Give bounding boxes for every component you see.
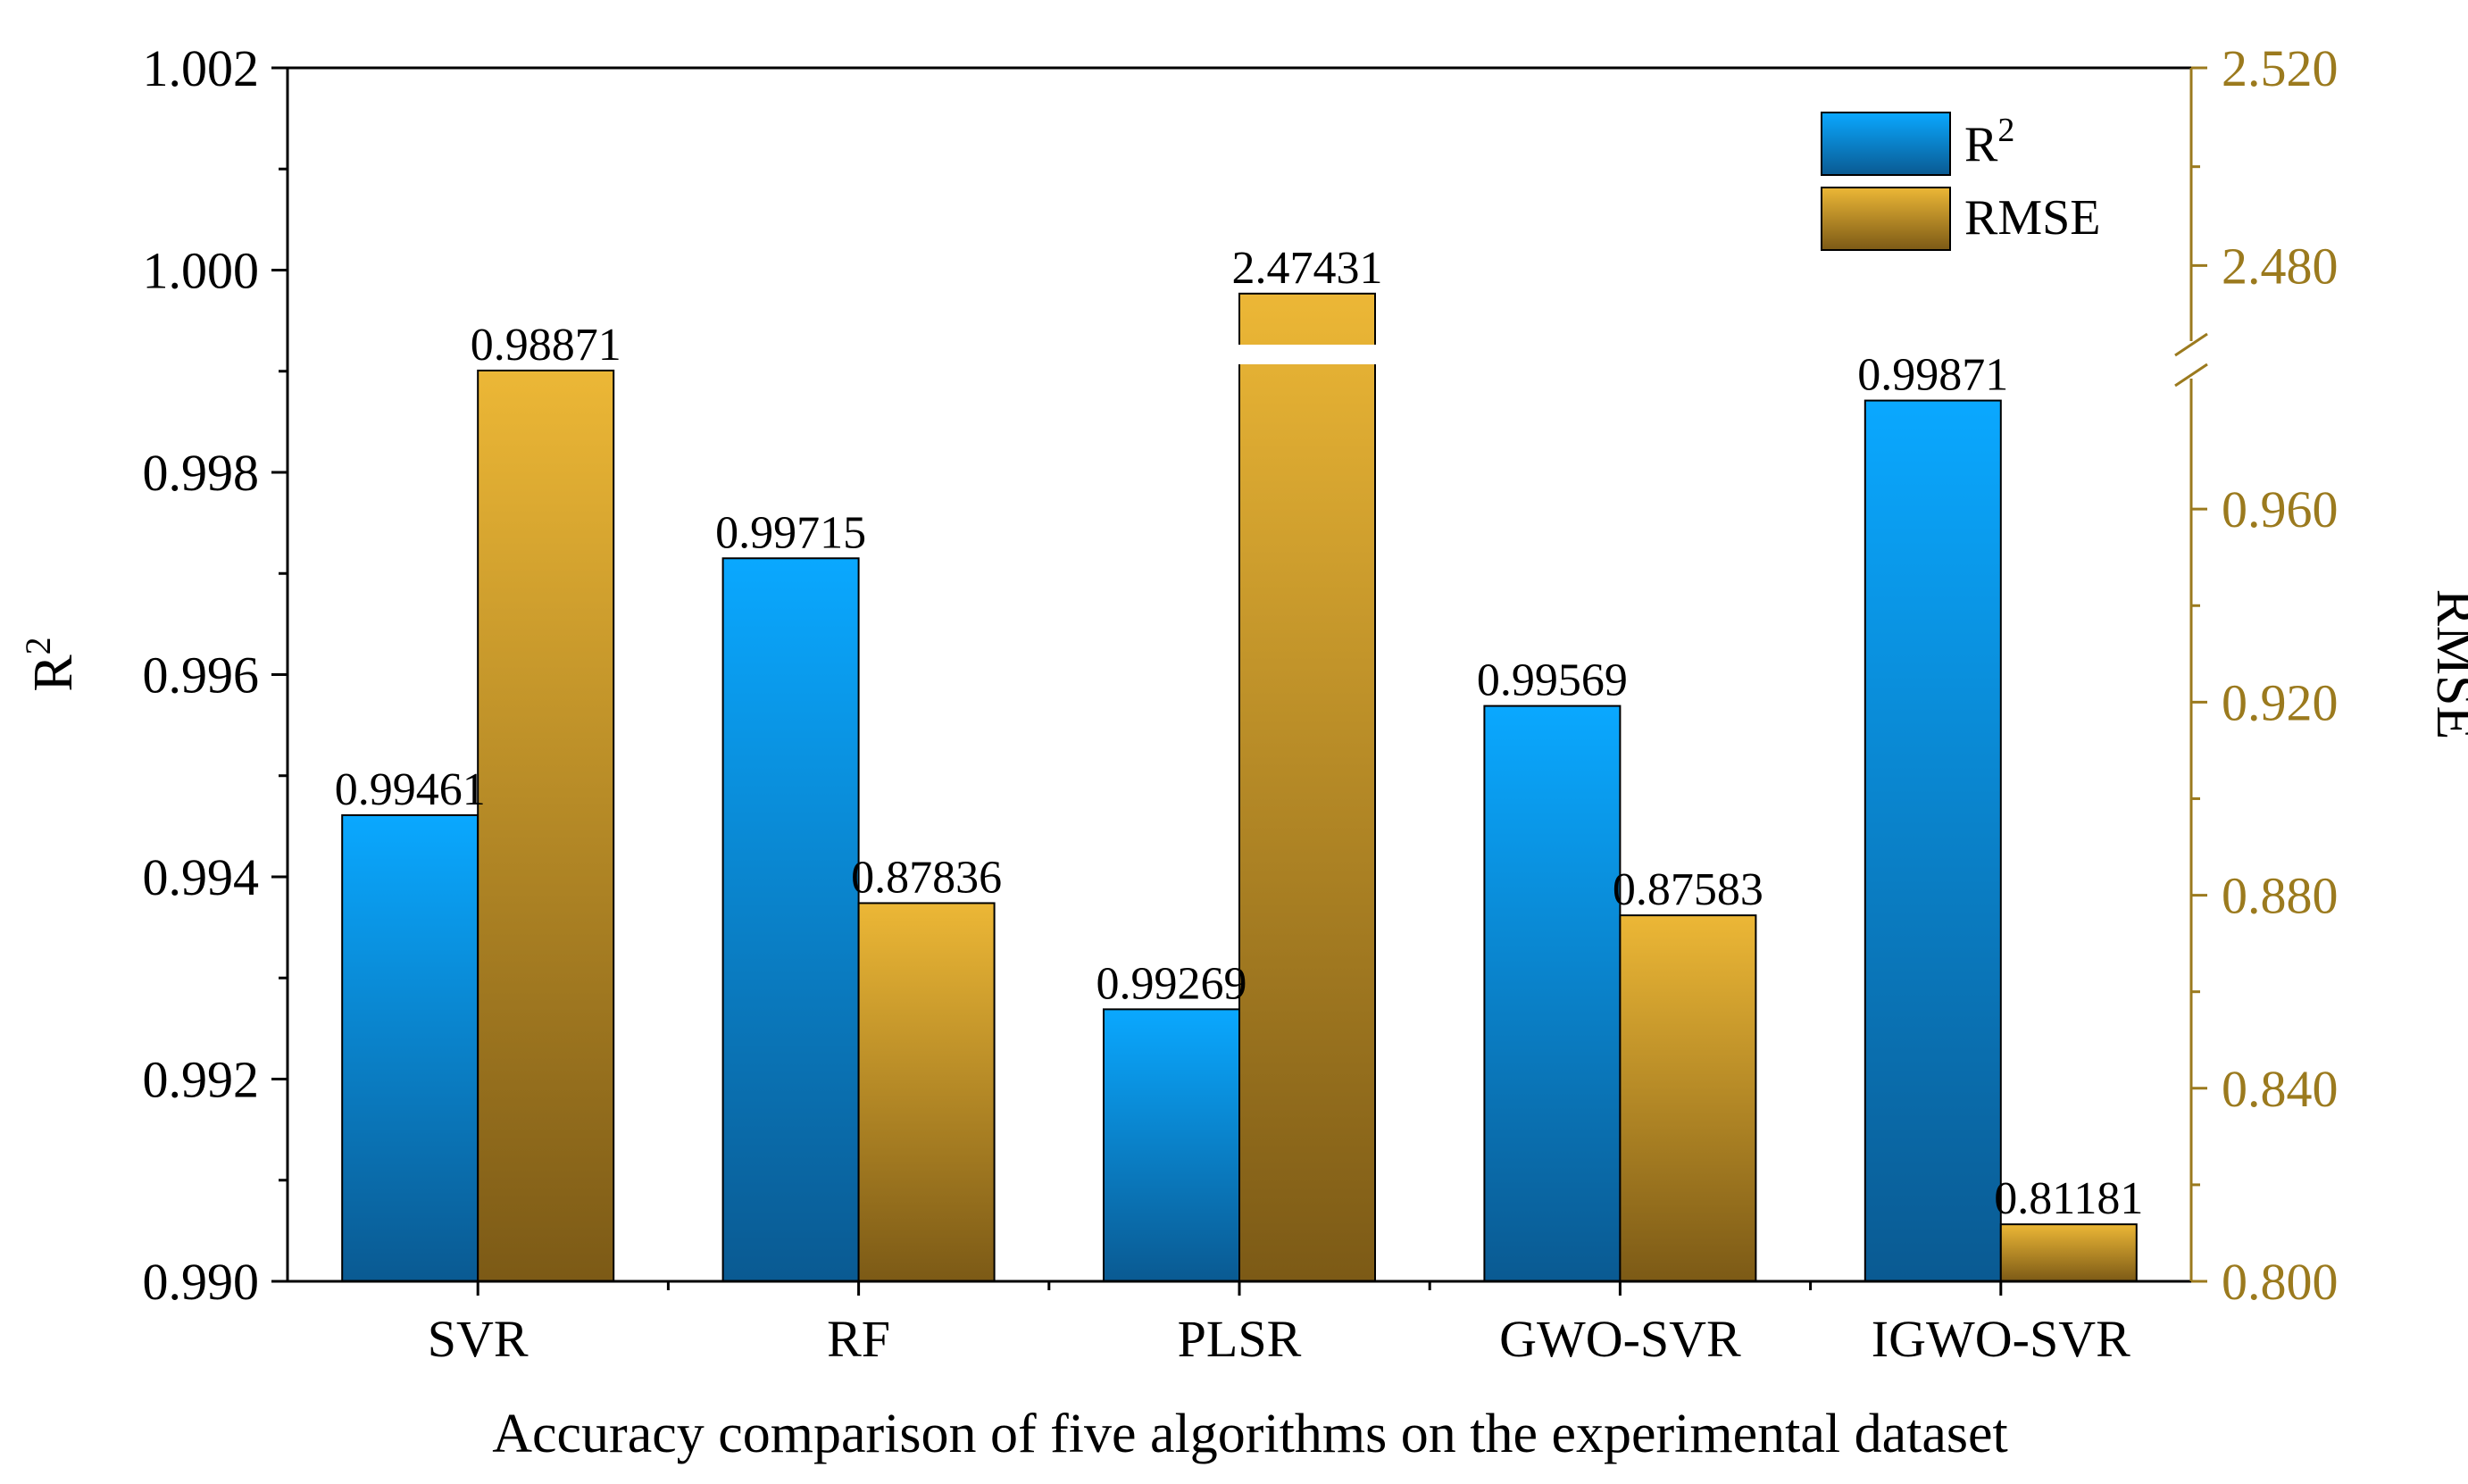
y-left-tick-label: 1.000 (143, 242, 260, 300)
x-tick-label-igwo-svr: IGWO-SVR (1872, 1310, 2130, 1368)
legend-label-rmse: RMSE (1964, 190, 2101, 246)
bar-r2-rf (721, 557, 860, 1282)
bar-r2-gwo-svr (1483, 704, 1622, 1282)
bar-r2-plsr (1103, 1008, 1240, 1283)
x-tick-label-gwo-svr: GWO-SVR (1499, 1310, 1741, 1368)
y-axis-right-title: RMSE (2425, 589, 2468, 740)
bar-rmse-igwo-svr (1999, 1223, 2138, 1282)
bar-r2-svr (341, 813, 479, 1282)
labels-layer: 0.99461 0.98871 SVR 0.99715 0.87836 RF 0.99269… (143, 39, 2339, 1368)
bars-layer (341, 292, 2138, 1283)
x-tick-label-plsr: PLSR (1178, 1310, 1302, 1368)
bar-break-gap (1236, 345, 1379, 364)
ticks-layer (271, 66, 2207, 1296)
data-label-rmse-rf: 0.87836 (851, 852, 1002, 903)
y-left-tick-label: 0.996 (143, 646, 260, 704)
legend-swatch-r2 (1821, 112, 1951, 176)
data-label-r2-gwo-svr: 0.99569 (1477, 655, 1628, 706)
y-right-tick-label: 0.800 (2222, 1253, 2339, 1311)
data-label-r2-svr: 0.99461 (335, 764, 486, 815)
y-left-tick-label: 0.994 (143, 848, 260, 906)
y-axis-left-title: R2 (18, 637, 84, 691)
bar-rmse-svr (477, 369, 615, 1282)
data-label-rmse-gwo-svr: 0.87583 (1613, 864, 1763, 915)
data-label-r2-plsr: 0.99269 (1096, 958, 1247, 1009)
x-axis-title: Accuracy comparison of five algorithms o… (492, 1404, 2008, 1464)
data-label-rmse-svr: 0.98871 (471, 320, 621, 371)
data-label-rmse-plsr: 2.47431 (1232, 243, 1383, 294)
bar-rmse-rf (857, 902, 996, 1283)
data-label-rmse-igwo-svr: 0.81181 (1994, 1173, 2143, 1224)
x-tick-label-rf: RF (827, 1310, 890, 1368)
data-label-r2-rf: 0.99715 (715, 507, 866, 558)
axis-break-mark (2174, 332, 2208, 357)
y-right-tick-label: 0.880 (2222, 867, 2339, 925)
bar-rmse-plsr (1238, 292, 1376, 1282)
y-left-tick-label: 0.990 (143, 1253, 260, 1311)
y-left-tick-label: 0.992 (143, 1051, 260, 1109)
bar-r2-igwo-svr (1864, 399, 2002, 1282)
y-right-tick-label: 0.960 (2222, 480, 2339, 538)
x-tick-label-svr: SVR (428, 1310, 529, 1368)
y-right-tick-label: 0.840 (2222, 1060, 2339, 1118)
axis-break-mark (2174, 363, 2208, 388)
y-right-tick-label: 0.920 (2222, 673, 2339, 731)
data-label-r2-igwo-svr: 0.99871 (1857, 350, 2008, 401)
y-right-tick-label: 2.520 (2222, 39, 2339, 97)
y-right-tick-label: 2.480 (2222, 237, 2339, 295)
legend-swatch-rmse (1821, 187, 1951, 251)
y-left-tick-label: 1.002 (143, 39, 260, 97)
y-left-tick-label: 0.998 (143, 444, 260, 502)
bar-rmse-gwo-svr (1619, 914, 1757, 1282)
legend: R2 RMSE (1821, 112, 2101, 251)
legend-label-r2: R2 (1964, 112, 2014, 172)
